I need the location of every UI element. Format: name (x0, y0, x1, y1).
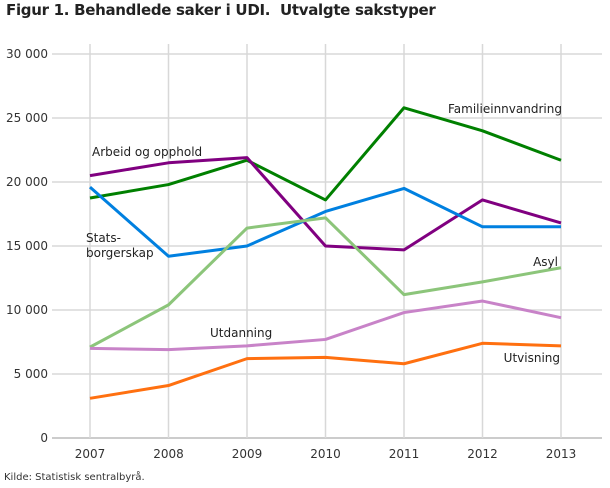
series-label: Familieinnvandring (448, 102, 562, 116)
series-label: Stats-borgerskap (86, 231, 154, 260)
x-tick-label: 2010 (310, 447, 341, 461)
y-tick-label: 0 (40, 431, 48, 445)
y-tick-label: 5 000 (14, 367, 48, 381)
series-label: Utdanning (210, 326, 272, 340)
x-tick-label: 2011 (389, 447, 420, 461)
x-tick-label: 2008 (153, 447, 184, 461)
series-label: Utvisning (504, 351, 560, 365)
x-tick-label: 2007 (75, 447, 106, 461)
y-tick-label: 30 000 (6, 47, 48, 61)
x-tick-label: 2012 (467, 447, 498, 461)
y-tick-label: 20 000 (6, 175, 48, 189)
chart-title: Figur 1. Behandlede saker i UDI. Utvalgt… (6, 1, 436, 19)
y-tick-label: 15 000 (6, 239, 48, 253)
series-label: Arbeid og opphold (92, 145, 202, 159)
y-tick-label: 25 000 (6, 111, 48, 125)
x-tick-label: 2013 (546, 447, 577, 461)
series-label: Asyl (533, 255, 558, 269)
x-tick-label: 2009 (232, 447, 263, 461)
y-tick-label: 10 000 (6, 303, 48, 317)
source-note: Kilde: Statistisk sentralbyrå. (4, 472, 145, 483)
